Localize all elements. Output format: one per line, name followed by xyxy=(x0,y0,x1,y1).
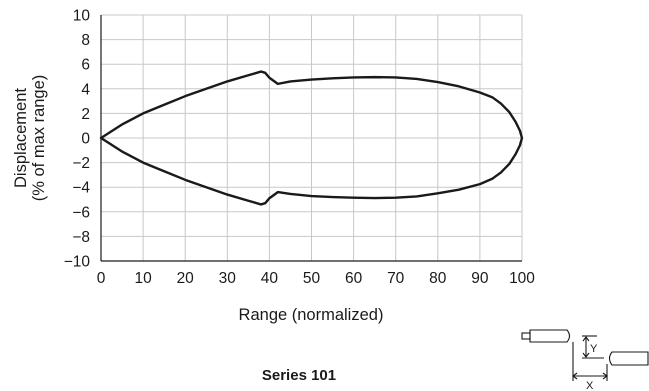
offset-diagram xyxy=(521,329,649,381)
y-tick-label: −6 xyxy=(72,204,90,221)
x-arrowhead-right xyxy=(602,372,608,380)
x-tick-label: 10 xyxy=(134,270,152,287)
source-body-icon xyxy=(529,329,571,343)
y-tick-label: 0 xyxy=(81,131,90,148)
target-body-icon xyxy=(608,351,649,366)
y-arrowhead-top xyxy=(582,336,590,342)
y-tick-label: −2 xyxy=(72,155,90,172)
x-tick-labels: 0 10 20 30 40 50 60 70 80 90 100 xyxy=(97,270,536,287)
x-tick-label: 30 xyxy=(219,270,237,287)
y-tick-label: −8 xyxy=(72,229,90,246)
y-tick-label: −4 xyxy=(72,180,90,197)
x-tick-label: 70 xyxy=(387,270,405,287)
y-tick-label: −10 xyxy=(64,254,91,271)
x-axis-title: Range (normalized) xyxy=(239,306,384,324)
x-arrowhead-left xyxy=(572,372,578,380)
y-axis-title-line-2: (% of max range) xyxy=(30,75,48,202)
x-tick-label: 40 xyxy=(261,270,279,287)
x-tick-label: 50 xyxy=(303,270,321,287)
y-arrowhead-bottom xyxy=(582,352,590,358)
source-connector-icon xyxy=(521,332,531,340)
y-tick-labels: 10 8 6 4 2 0 −2 −4 −6 −8 −10 xyxy=(64,8,91,271)
y-tick-label: 6 xyxy=(81,57,90,74)
y-offset-label: Y xyxy=(590,343,598,355)
x-tick-label: 20 xyxy=(177,270,195,287)
y-tick-label: 8 xyxy=(81,32,90,49)
y-tick-label: 10 xyxy=(73,8,91,25)
grid-lines xyxy=(101,14,523,261)
y-axis-title: Displacement (% of max range) xyxy=(12,75,48,202)
x-tick-label: 100 xyxy=(509,270,535,287)
chart-caption: Series 101 xyxy=(262,367,336,384)
y-tick-label: 2 xyxy=(81,106,90,123)
x-tick-label: 80 xyxy=(429,270,447,287)
y-tick-label: 4 xyxy=(81,81,90,98)
series-line xyxy=(99,70,524,206)
x-offset-label: X xyxy=(586,380,594,391)
x-tick-label: 60 xyxy=(345,270,363,287)
x-tick-label: 90 xyxy=(471,270,489,287)
series xyxy=(99,70,524,206)
y-axis-title-line-1: Displacement xyxy=(12,88,30,188)
x-tick-label: 0 xyxy=(97,270,106,287)
